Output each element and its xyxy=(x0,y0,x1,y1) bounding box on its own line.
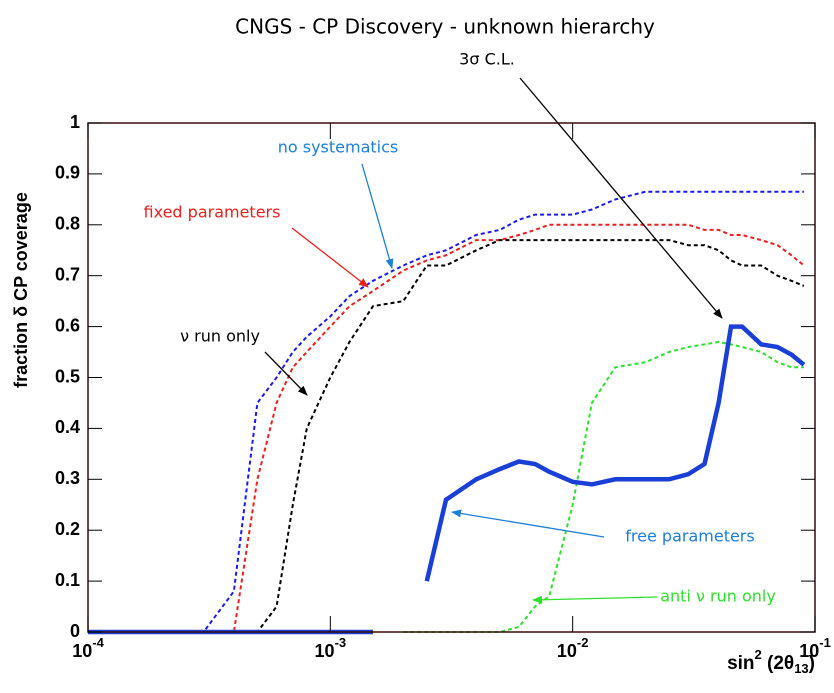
y-tick-label: 1 xyxy=(70,112,80,132)
x-label-sub: 13 xyxy=(794,661,808,676)
annotation-arrow xyxy=(532,595,658,604)
series-line xyxy=(424,324,806,582)
y-tick-label: 0.6 xyxy=(55,315,80,335)
x-tick-exponent: -2 xyxy=(577,635,589,650)
y-tick-label: 0.1 xyxy=(55,570,80,590)
x-tick-base: 10 xyxy=(557,641,577,661)
x-label-sup: 2 xyxy=(755,647,762,662)
y-axis-label: fraction δ CP coverage xyxy=(11,192,31,388)
annotation: fixed parameters xyxy=(144,203,281,222)
y-tick-label: 0 xyxy=(70,621,80,641)
x-tick-label: 10-1 xyxy=(799,635,831,660)
x-label-part: ) xyxy=(809,653,815,674)
y-tick-label: 0.5 xyxy=(55,366,80,386)
annotation: 3σ C.L. xyxy=(459,50,515,69)
annotation: anti ν run only xyxy=(660,587,776,606)
annotation-arrow xyxy=(519,77,723,319)
y-tick-label: 0.9 xyxy=(55,163,80,183)
y-tick-label: 0.8 xyxy=(55,214,80,234)
x-tick-exponent: -4 xyxy=(92,635,104,650)
series-line xyxy=(88,223,805,633)
x-tick-exponent: -3 xyxy=(335,635,347,650)
x-tick-exponent: -1 xyxy=(819,635,831,650)
x-axis-label: sin2 (2θ13) xyxy=(727,647,815,676)
y-tick-label: 0.4 xyxy=(55,417,80,437)
x-tick-base: 10 xyxy=(72,641,92,661)
x-tick-base: 10 xyxy=(799,641,819,661)
x-label-part: (2θ xyxy=(762,653,794,674)
y-tick-label: 0.3 xyxy=(55,468,80,488)
y-tick-label: 0.7 xyxy=(55,264,80,284)
annotation-arrow xyxy=(264,351,308,396)
annotation: ν run only xyxy=(180,327,260,346)
x-tick-label: 10-3 xyxy=(315,635,347,660)
x-label-part: sin xyxy=(727,653,754,674)
x-tick-base: 10 xyxy=(315,641,335,661)
series-line xyxy=(88,239,805,633)
x-tick-label: 10-2 xyxy=(557,635,589,660)
x-tick-label: 10-4 xyxy=(72,635,104,660)
annotation-arrow xyxy=(361,163,394,269)
annotation-arrow xyxy=(451,509,605,538)
series-line xyxy=(88,190,804,633)
annotation-arrow xyxy=(291,227,369,288)
plot-frame xyxy=(87,122,816,633)
chart-title: CNGS - CP Discovery - unknown hierarchy xyxy=(235,15,655,39)
y-tick-label: 0.2 xyxy=(55,519,80,539)
annotation: no systematics xyxy=(278,138,399,157)
annotation: free parameters xyxy=(625,527,754,546)
plot-area xyxy=(88,190,806,635)
